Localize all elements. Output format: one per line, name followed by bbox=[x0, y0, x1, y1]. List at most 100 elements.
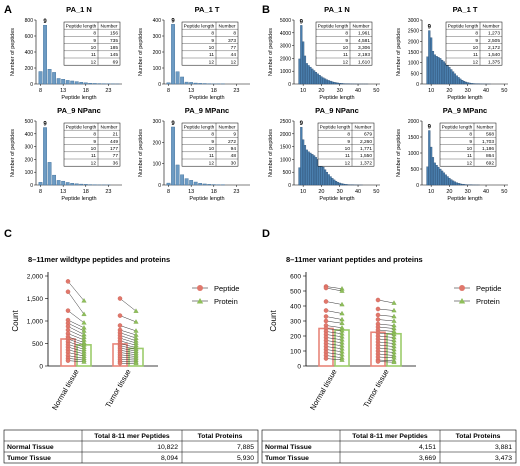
inset-table-cell: 2,193 bbox=[358, 52, 370, 58]
peptide-point bbox=[117, 323, 123, 328]
pair-line bbox=[325, 310, 343, 314]
legend-protein-marker bbox=[196, 298, 204, 304]
inset-table-cell: 8 bbox=[93, 31, 96, 37]
peak-label: 9 bbox=[43, 122, 47, 128]
inset-table-cell: 10 bbox=[467, 146, 473, 152]
inset-table-cell: 449 bbox=[110, 139, 118, 145]
histogram-bar bbox=[70, 183, 75, 186]
legend-peptide-label: Peptide bbox=[214, 284, 239, 293]
pair-line bbox=[377, 314, 395, 317]
pair-line bbox=[67, 281, 85, 301]
summary-cell: 4,151 bbox=[419, 444, 436, 451]
pair-line bbox=[377, 347, 395, 350]
inset-table-header-length: Peptide length bbox=[184, 124, 215, 130]
inset-table-cell: 12 bbox=[343, 59, 349, 65]
pair-line bbox=[377, 344, 395, 347]
pair-line bbox=[325, 331, 343, 334]
protein-point bbox=[391, 359, 397, 364]
histogram-bar bbox=[171, 24, 175, 85]
histogram-bar bbox=[56, 78, 61, 85]
legend: Peptide Protein bbox=[454, 284, 501, 306]
x-tick-label: 50 bbox=[501, 189, 507, 195]
inset-table-cell: 11 bbox=[473, 52, 478, 58]
histogram-bar bbox=[433, 162, 436, 186]
histogram-bar bbox=[452, 71, 455, 85]
histogram-bar bbox=[83, 82, 88, 85]
x-tick-label: 10 bbox=[428, 189, 434, 195]
histogram-bar bbox=[433, 54, 436, 85]
inset-table-cell: 36 bbox=[113, 160, 119, 166]
y-tick-label: 1500 bbox=[408, 50, 419, 56]
y-tick-label: 300 bbox=[290, 319, 301, 326]
pair-line bbox=[325, 328, 343, 331]
peak-label: 9 bbox=[428, 25, 432, 31]
histogram-bar bbox=[426, 56, 429, 85]
protein-point bbox=[339, 320, 345, 325]
pair-line bbox=[325, 358, 343, 361]
inset-table-cell: 12 bbox=[231, 59, 237, 65]
histogram-bar bbox=[327, 80, 330, 85]
histogram-bar bbox=[461, 183, 464, 186]
x-tick-label: 10 bbox=[300, 189, 306, 195]
summary-header: Total Proteins bbox=[198, 433, 243, 440]
peptide-point bbox=[323, 318, 329, 324]
inset-table: Peptide length Number 8 21 9 449 10 177 11 77 12 36 bbox=[63, 122, 121, 167]
histogram-bar bbox=[457, 183, 460, 186]
peptide-point bbox=[323, 308, 329, 313]
histogram-bar bbox=[455, 75, 458, 85]
inset-table-cell: 9 bbox=[345, 38, 348, 44]
inset-table-cell: 692 bbox=[486, 160, 494, 166]
pair-line bbox=[325, 316, 343, 320]
peptide-point bbox=[117, 313, 123, 318]
histogram-bar bbox=[450, 179, 453, 186]
inset-table-cell: 12 bbox=[91, 160, 97, 166]
histogram-bar bbox=[47, 162, 52, 186]
inset-table-cell: 1,375 bbox=[488, 59, 500, 65]
pair-line bbox=[67, 355, 85, 359]
histogram-bar bbox=[43, 127, 47, 186]
inset-table-header-length: Peptide length bbox=[318, 23, 349, 29]
protein-point bbox=[339, 301, 345, 307]
inset-table-cell: 8 bbox=[345, 31, 348, 37]
histogram-bar bbox=[303, 145, 307, 186]
peptide-point bbox=[323, 314, 329, 319]
x-tick-label: 18 bbox=[83, 189, 89, 195]
x-tick-label: 13 bbox=[188, 88, 194, 94]
inset-table-cell: 9 bbox=[475, 38, 478, 44]
pair-line bbox=[119, 356, 137, 359]
pair-line bbox=[377, 359, 395, 361]
inset-table-cell: 11 bbox=[91, 52, 96, 58]
inset-table-cell: 21 bbox=[113, 132, 119, 138]
x-tick-label: 8 bbox=[39, 88, 42, 94]
y-tick-label: 2,000 bbox=[27, 274, 44, 281]
y-tick-label: 0 bbox=[288, 183, 291, 189]
y-tick-label: 0 bbox=[288, 82, 291, 88]
histogram-bar bbox=[457, 77, 460, 85]
inset-table-cell: 9 bbox=[233, 132, 236, 138]
histogram-bar bbox=[92, 83, 97, 85]
histogram-bar bbox=[335, 82, 338, 85]
histogram-bar bbox=[79, 183, 84, 186]
inset-table: Peptide length Number 8 156 9 735 10 185 11 145 12… bbox=[63, 21, 121, 66]
peak-label: 9 bbox=[300, 121, 304, 127]
histogram-bar bbox=[309, 152, 312, 186]
histogram-bar bbox=[56, 180, 61, 186]
peptide-point bbox=[375, 306, 381, 312]
pair-line bbox=[325, 287, 343, 292]
histogram-bar bbox=[333, 179, 336, 186]
histogram-title: PA_9 NPanc bbox=[315, 106, 359, 115]
pair-line bbox=[325, 346, 343, 349]
histogram-bar bbox=[446, 65, 449, 85]
protein-point bbox=[81, 311, 87, 316]
peptide-point bbox=[323, 299, 329, 304]
histogram-bar bbox=[83, 184, 88, 186]
histogram-bar bbox=[175, 71, 180, 85]
inset-table-cell: 11 bbox=[467, 153, 472, 159]
y-tick-label: 200 bbox=[290, 334, 301, 341]
summary-cell: 5,930 bbox=[237, 455, 254, 462]
y-tick-label: 3000 bbox=[408, 18, 419, 24]
inset-table-cell: 568 bbox=[486, 132, 494, 138]
pair-line bbox=[119, 350, 137, 354]
x-tick-label: 40 bbox=[355, 189, 361, 195]
y-tick-label: 300 bbox=[25, 145, 34, 151]
